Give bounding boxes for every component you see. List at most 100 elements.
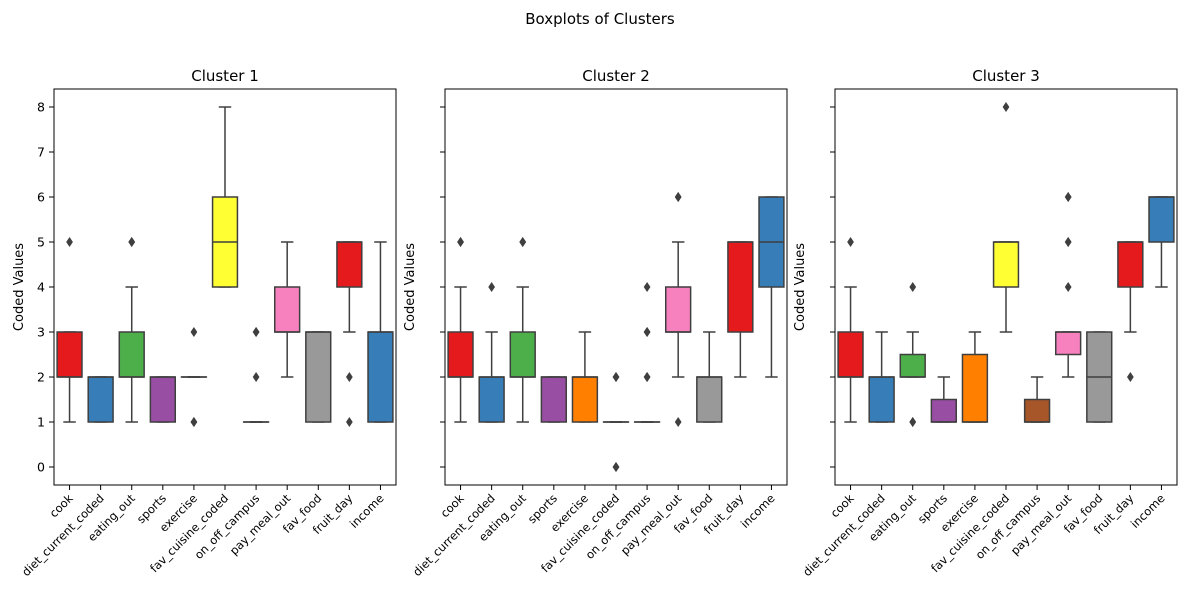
- outlier-point: [674, 191, 682, 203]
- box-pay_meal_out: [664, 191, 692, 428]
- box-cook: [56, 236, 83, 423]
- box-pay_meal_out: [1054, 191, 1082, 378]
- box-fruit_day: [1117, 241, 1144, 383]
- box-income: [758, 196, 785, 378]
- outlier-point: [346, 416, 353, 428]
- y-tick-label: 7: [37, 145, 45, 160]
- y-tick-label: 2: [37, 370, 45, 385]
- iqr-box: [899, 353, 926, 378]
- box-exercise: [571, 331, 599, 423]
- iqr-box: [367, 331, 394, 423]
- iqr-box: [540, 376, 568, 423]
- outlier-point: [1064, 191, 1072, 203]
- box-exercise: [961, 331, 989, 423]
- outlier-point: [1064, 236, 1072, 248]
- outlier-point: [66, 236, 73, 248]
- iqr-box: [56, 331, 83, 378]
- iqr-box: [727, 241, 754, 333]
- outlier-point: [1126, 371, 1134, 383]
- x-tick-label: income: [738, 491, 778, 531]
- box-income: [367, 241, 394, 423]
- box-diet_current_coded: [87, 376, 114, 423]
- outlier-point: [909, 281, 917, 293]
- iqr-box: [149, 376, 177, 423]
- box-eating_out: [509, 236, 536, 423]
- box-fav_food: [305, 331, 332, 423]
- box-cook: [837, 236, 864, 423]
- y-axis-label: Coded Values: [793, 243, 808, 331]
- outlier-point: [488, 281, 495, 293]
- box-fav_cuisine_coded: [211, 106, 239, 288]
- box-sports: [930, 376, 958, 423]
- iqr-box: [1054, 331, 1082, 356]
- outlier-point: [346, 371, 353, 383]
- y-tick-label: 0: [37, 460, 45, 475]
- iqr-box: [273, 286, 301, 333]
- box-fruit_day: [727, 241, 754, 378]
- y-tick-label: 4: [37, 280, 45, 295]
- iqr-box: [992, 241, 1020, 288]
- box-diet_current_coded: [478, 281, 505, 423]
- y-tick-label: 5: [37, 235, 45, 250]
- outlier-point: [909, 416, 917, 428]
- outlier-point: [128, 236, 136, 248]
- outlier-point: [643, 281, 651, 293]
- outlier-point: [1002, 101, 1010, 113]
- box-fav_food: [696, 331, 723, 423]
- iqr-box: [509, 331, 536, 378]
- outlier-point: [457, 236, 464, 248]
- y-axis-label: Coded Values: [12, 243, 27, 331]
- box-income: [1148, 196, 1175, 288]
- x-tick-label: income: [1128, 491, 1168, 531]
- box-cook: [447, 236, 474, 423]
- box-sports: [149, 376, 177, 423]
- iqr-box: [1117, 241, 1144, 288]
- panel-title: Cluster 2: [582, 67, 650, 85]
- outlier-point: [612, 371, 620, 383]
- iqr-box: [1148, 196, 1175, 243]
- outlier-point: [252, 326, 260, 338]
- box-fruit_day: [336, 241, 363, 428]
- iqr-box: [837, 331, 864, 378]
- box-sports: [540, 376, 568, 423]
- box-exercise: [180, 326, 208, 428]
- outlier-point: [190, 416, 198, 428]
- iqr-box: [87, 376, 114, 423]
- y-tick-label: 6: [37, 190, 45, 205]
- box-fav_cuisine_coded: [602, 371, 630, 473]
- outlier-point: [190, 326, 198, 338]
- panel-title: Cluster 3: [972, 67, 1040, 85]
- box-pay_meal_out: [273, 241, 301, 378]
- box-fav_cuisine_coded: [992, 101, 1020, 333]
- x-tick-label: income: [347, 491, 387, 531]
- outlier-point: [674, 416, 682, 428]
- iqr-box: [478, 376, 505, 423]
- iqr-box: [571, 376, 599, 423]
- iqr-box: [930, 398, 958, 423]
- outlier-point: [252, 371, 260, 383]
- y-tick-label: 1: [37, 415, 45, 430]
- y-tick-label: 3: [37, 325, 45, 340]
- box-eating_out: [899, 281, 926, 428]
- box-diet_current_coded: [868, 331, 895, 423]
- box-fav_food: [1086, 331, 1113, 423]
- iqr-box: [336, 241, 363, 288]
- box-on_off_campus: [633, 281, 661, 423]
- box-on_off_campus: [242, 326, 270, 423]
- outlier-point: [519, 236, 527, 248]
- iqr-box: [961, 353, 989, 423]
- iqr-box: [868, 376, 895, 423]
- outlier-point: [847, 236, 854, 248]
- iqr-box: [118, 331, 145, 378]
- outlier-point: [643, 326, 651, 338]
- iqr-box: [664, 286, 692, 333]
- iqr-box: [447, 331, 474, 378]
- outlier-point: [612, 461, 620, 473]
- box-eating_out: [118, 236, 145, 423]
- box-on_off_campus: [1023, 376, 1051, 423]
